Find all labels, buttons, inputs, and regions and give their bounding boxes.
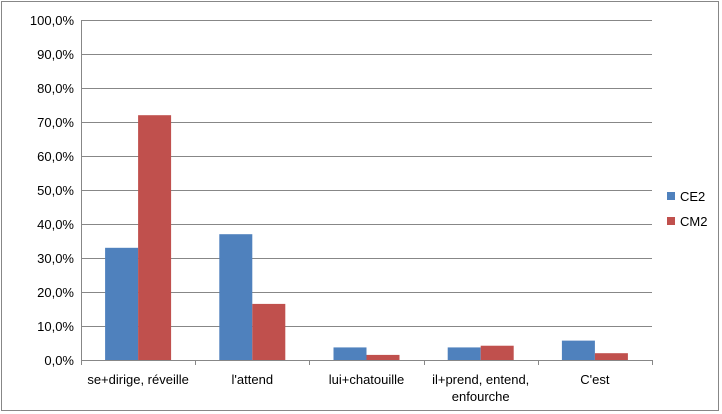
x-axis: [81, 360, 653, 365]
y-axis-tick-labels: 0,0% 10,0% 20,0% 30,0% 40,0% 50,0% 60,0% 70,0% 8…: [30, 13, 75, 368]
bar-ce2: [447, 347, 481, 360]
y-tick-label: 100,0%: [30, 13, 75, 28]
y-tick-label: 70,0%: [37, 115, 74, 130]
bar-cm2: [138, 115, 172, 360]
legend-swatch-cm2: [667, 217, 675, 225]
bar-ce2: [105, 247, 139, 360]
bar-ce2: [219, 234, 253, 360]
y-tick-label: 0,0%: [44, 353, 74, 368]
bar-cm2: [594, 353, 628, 360]
y-tick-label: 50,0%: [37, 183, 74, 198]
x-axis-category-labels: se+dirige, réveille l'attend lui+chatouill…: [87, 372, 610, 404]
bars: [105, 115, 628, 360]
legend: CE2 CM2: [667, 189, 707, 229]
bar-cm2: [252, 303, 286, 360]
y-tick-label: 40,0%: [37, 217, 74, 232]
legend-label-cm2: CM2: [680, 214, 707, 229]
x-category-label: C'est: [580, 372, 610, 387]
legend-label-ce2: CE2: [680, 189, 705, 204]
gridlines: [81, 20, 652, 361]
bar-cm2: [366, 354, 400, 360]
y-tick-label: 30,0%: [37, 251, 74, 266]
legend-swatch-ce2: [667, 192, 675, 200]
x-category-label: il+prend, entend, enfourche: [432, 372, 529, 404]
y-tick-label: 60,0%: [37, 149, 74, 164]
x-category-label: se+dirige, réveille: [87, 372, 189, 387]
y-tick-label: 10,0%: [37, 319, 74, 334]
x-category-label: l'attend: [232, 372, 274, 387]
y-tick-label: 20,0%: [37, 285, 74, 300]
bar-cm2: [480, 345, 514, 360]
y-tick-label: 80,0%: [37, 81, 74, 96]
bar-ce2: [561, 340, 595, 360]
bar-ce2: [333, 347, 367, 360]
x-category-label: lui+chatouille: [329, 372, 405, 387]
y-tick-label: 90,0%: [37, 47, 74, 62]
